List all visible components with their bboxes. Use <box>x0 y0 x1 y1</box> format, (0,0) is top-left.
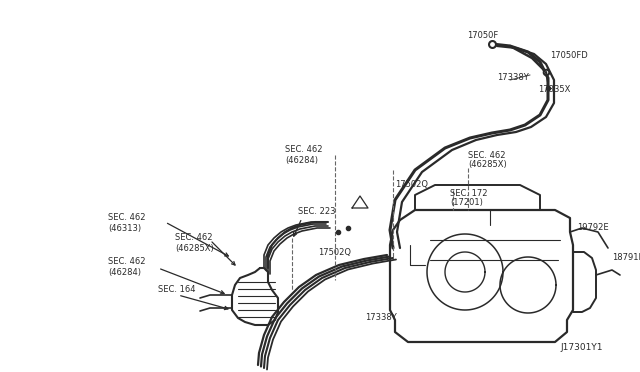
Text: 17050F: 17050F <box>467 31 499 39</box>
Text: 17338Y: 17338Y <box>365 314 397 323</box>
Text: 17050FD: 17050FD <box>550 51 588 60</box>
Text: (17201): (17201) <box>450 199 483 208</box>
Text: 17502Q: 17502Q <box>395 180 428 189</box>
Text: (46285X): (46285X) <box>175 244 214 253</box>
Text: 17502Q: 17502Q <box>318 247 351 257</box>
Text: 17338Y: 17338Y <box>497 74 529 83</box>
Text: SEC. 223: SEC. 223 <box>298 208 335 217</box>
Text: SEC. 462: SEC. 462 <box>108 257 145 266</box>
Text: 17335X: 17335X <box>538 86 570 94</box>
Text: SEC. 164: SEC. 164 <box>158 285 195 295</box>
Text: 19792E: 19792E <box>577 224 609 232</box>
Text: J17301Y1: J17301Y1 <box>560 343 602 353</box>
Text: SEC. 462: SEC. 462 <box>285 145 323 154</box>
Text: SEC. 462: SEC. 462 <box>108 214 145 222</box>
Text: SEC. 462: SEC. 462 <box>468 151 506 160</box>
Text: (46285X): (46285X) <box>468 160 507 170</box>
Text: (46284): (46284) <box>285 155 318 164</box>
Text: SEC. 462: SEC. 462 <box>175 234 212 243</box>
Text: (46313): (46313) <box>108 224 141 232</box>
Text: (46284): (46284) <box>108 267 141 276</box>
Text: 18791N: 18791N <box>612 253 640 263</box>
Text: SEC. 172: SEC. 172 <box>450 189 488 198</box>
